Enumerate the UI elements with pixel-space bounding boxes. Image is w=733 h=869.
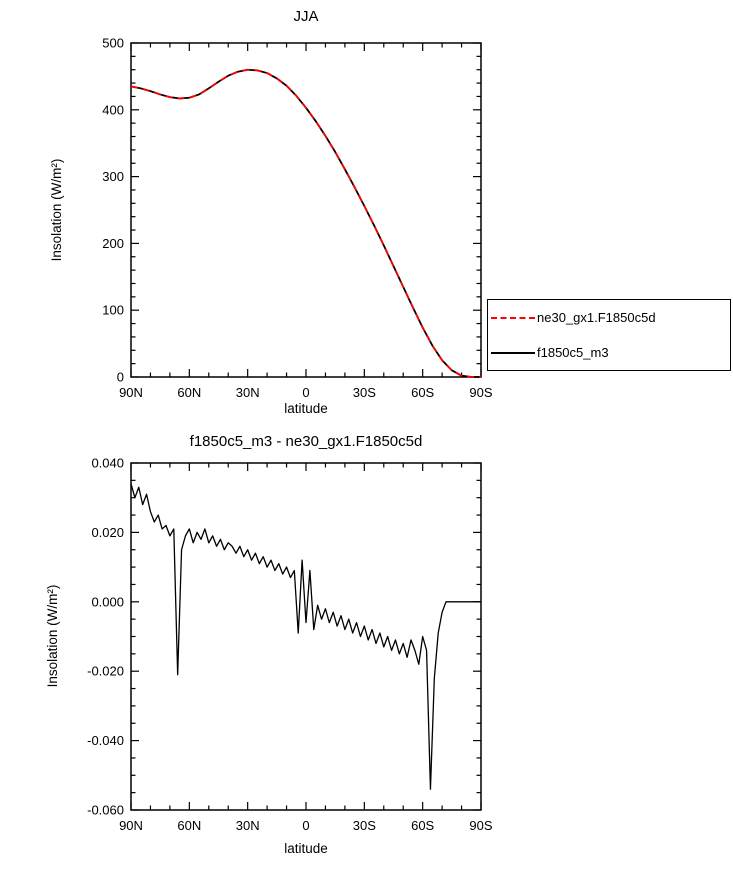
- svg-text:500: 500: [102, 36, 124, 51]
- plot-lines: [130, 68, 481, 378]
- svg-text:-0.020: -0.020: [87, 664, 124, 679]
- svg-text:30S: 30S: [353, 818, 376, 833]
- svg-text:0.040: 0.040: [91, 456, 124, 471]
- tick-labels: 90N 60N 30N 0 30S 60S 90S 0 100 200 300 400 500: [102, 36, 493, 401]
- svg-text:300: 300: [102, 169, 124, 184]
- svg-text:100: 100: [102, 303, 124, 318]
- top-chart-plot: 90N 60N 30N 0 30S 60S 90S 0 100 200 300 400 500: [102, 36, 493, 401]
- legend-entry-ne30: ne30_gx1.F1850c5d: [488, 300, 730, 335]
- svg-text:0: 0: [302, 385, 309, 400]
- axes: [130, 462, 482, 811]
- svg-text:30S: 30S: [353, 385, 376, 400]
- bottom-chart-ylabel: Insolation (W/m²): [45, 584, 60, 688]
- svg-text:200: 200: [102, 236, 124, 251]
- series-line: [130, 68, 481, 378]
- svg-text:30N: 30N: [236, 385, 260, 400]
- svg-text:90S: 90S: [469, 818, 492, 833]
- bottom-chart-title: f1850c5_m3 - ne30_gx1.F1850c5d: [189, 433, 423, 450]
- bottom-chart-plot: 90N 60N 30N 0 30S 60S 90S -0.060 -0.040 -0.020 0.0…: [87, 456, 493, 834]
- tick-labels: 90N 60N 30N 0 30S 60S 90S -0.060 -0.040 -0.020 0.0…: [87, 456, 493, 834]
- legend-label-f1850: f1850c5_m3: [537, 345, 609, 360]
- svg-text:400: 400: [102, 102, 124, 117]
- top-chart-xlabel: latitude: [284, 401, 328, 416]
- legend-entry-f1850: f1850c5_m3: [488, 335, 730, 370]
- svg-text:60N: 60N: [177, 385, 201, 400]
- svg-text:60N: 60N: [177, 818, 201, 833]
- svg-text:0.000: 0.000: [91, 594, 124, 609]
- legend-red-dashed-line-sample: [491, 316, 535, 319]
- top-chart-title: JJA: [293, 8, 319, 25]
- axes: [130, 42, 482, 378]
- legend-label-ne30: ne30_gx1.F1850c5d: [537, 310, 656, 325]
- series-line: [130, 483, 481, 790]
- svg-text:0: 0: [117, 370, 124, 385]
- svg-text:-0.040: -0.040: [87, 733, 124, 748]
- svg-text:90N: 90N: [119, 385, 143, 400]
- svg-text:90S: 90S: [469, 385, 492, 400]
- svg-text:-0.060: -0.060: [87, 803, 124, 818]
- svg-text:0: 0: [302, 818, 309, 833]
- svg-text:30N: 30N: [236, 818, 260, 833]
- svg-text:0.020: 0.020: [91, 525, 124, 540]
- legend-box: ne30_gx1.F1850c5d f1850c5_m3: [487, 299, 731, 371]
- bottom-chart-xlabel: latitude: [284, 841, 328, 856]
- plot-lines: [130, 483, 481, 790]
- svg-text:90N: 90N: [119, 818, 143, 833]
- series-line: [130, 68, 481, 378]
- svg-text:60S: 60S: [411, 385, 434, 400]
- top-chart-ylabel: Insolation (W/m²): [49, 158, 64, 262]
- legend-black-solid-line-sample: [491, 351, 535, 354]
- svg-text:60S: 60S: [411, 818, 434, 833]
